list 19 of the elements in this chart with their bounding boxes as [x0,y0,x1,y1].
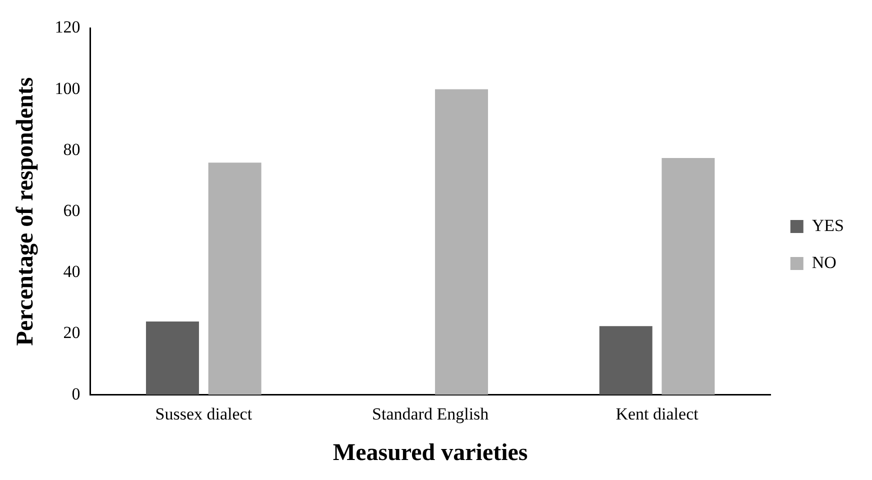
y-tick-label: 100 [54,78,80,98]
x-tick-label: Standard English [372,404,490,424]
y-tick-label: 80 [63,140,80,159]
x-axis-title: Measured varieties [332,440,528,466]
bar [599,326,652,395]
y-tick-label: 0 [72,384,80,404]
y-tick-label: 120 [54,18,80,37]
bar [146,321,199,395]
bar [208,162,262,395]
y-tick-label: 60 [63,200,80,220]
x-tick-label: Sussex dialect [155,404,252,424]
bar [662,158,715,395]
x-tick-label: Kent dialect [616,404,699,424]
y-axis-title: Percentage of respondents [12,77,39,346]
legend-label: YES [812,216,844,235]
bar [435,89,488,395]
y-tick-label: 40 [63,262,80,282]
y-tick-label: 20 [63,323,80,342]
legend-label: NO [812,252,836,272]
